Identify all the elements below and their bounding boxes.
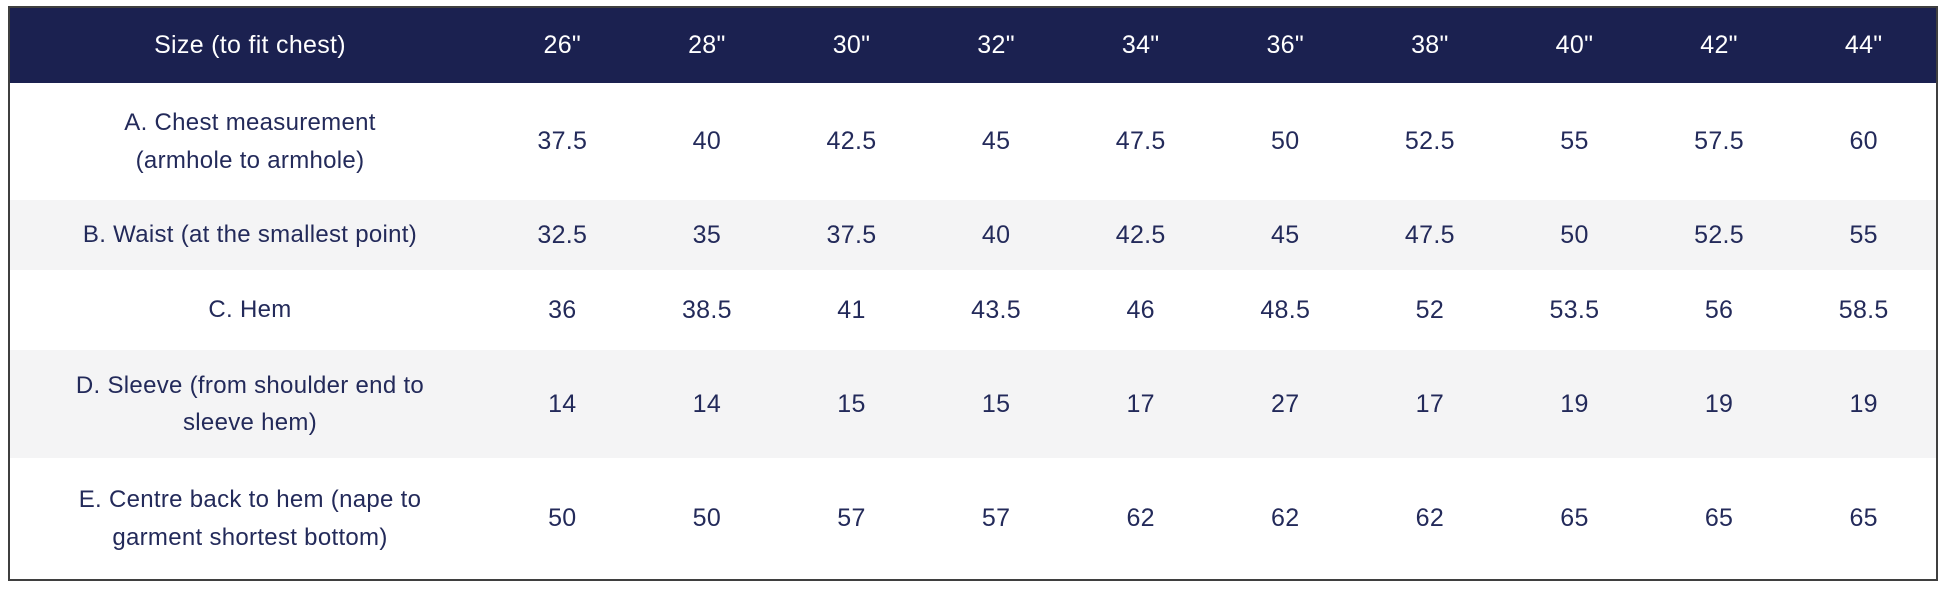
measurement-cell: 35 (692, 220, 722, 249)
measurement-cell: 57 (837, 504, 866, 532)
measurement-cell: 52.5 (1404, 127, 1455, 155)
measurement-cell: 43.5 (971, 295, 1021, 324)
measurement-cell: 50 (692, 504, 722, 532)
measurement-cell: 40 (692, 127, 722, 155)
measurement-cell: 50 (1560, 220, 1589, 249)
measurement-cell: 45 (981, 127, 1011, 155)
measurement-cell: 37.5 (537, 127, 588, 155)
measurement-cell: 41 (837, 295, 866, 324)
measurement-cell: 19 (1849, 389, 1878, 418)
measurement-cell: 62 (1415, 504, 1445, 532)
header-size-30: 30" (832, 31, 871, 59)
measurement-cell: 37.5 (826, 220, 877, 249)
measurement-cell: 55 (1560, 127, 1589, 155)
measurement-cell: 40 (981, 220, 1011, 249)
header-size-42: 42" (1700, 31, 1738, 59)
measurement-cell: 53.5 (1549, 295, 1600, 324)
measurement-cell: 57.5 (1694, 127, 1744, 155)
measurement-cell: 65 (1849, 504, 1878, 532)
table-row: A. Chest measurement (armhole to armhole… (10, 83, 1936, 200)
measurement-cell: 32.5 (537, 220, 588, 249)
measurement-cell: 46 (1126, 295, 1155, 324)
table-row: C. Hem 36 38.5 41 43.5 46 48.5 52 53.5 56 58.5 (10, 270, 1936, 350)
measurement-cell: 27 (1271, 389, 1300, 418)
header-size-36: 36" (1266, 31, 1305, 59)
table-row: B. Waist (at the smallest point) 32.5 35 37… (10, 200, 1936, 270)
measurement-cell: 65 (1704, 504, 1734, 532)
header-size-label: Size (to fit chest) (154, 31, 346, 59)
measurement-cell: 62 (1271, 504, 1300, 532)
measurement-cell: 56 (1704, 295, 1734, 324)
size-chart-table: Size (to fit chest) 26" 28" 30" 32" 34" 36" 38… (10, 8, 1936, 579)
measurement-cell: 15 (837, 389, 866, 418)
row-label: C. Hem (208, 296, 292, 324)
measurement-cell: 47.5 (1115, 127, 1166, 155)
header-size-26: 26" (543, 31, 582, 59)
header-size-44: 44" (1844, 31, 1883, 59)
measurement-cell: 48.5 (1260, 295, 1311, 324)
measurement-cell: 55 (1849, 220, 1878, 249)
measurement-cell: 52 (1415, 295, 1445, 324)
row-label: E. Centre back to hem (nape to garment s… (78, 486, 422, 551)
measurement-cell: 14 (692, 389, 722, 418)
measurement-cell: 52.5 (1694, 220, 1744, 249)
measurement-cell: 65 (1560, 504, 1589, 532)
row-label: B. Waist (at the smallest point) (82, 221, 418, 249)
measurement-cell: 17 (1126, 389, 1155, 418)
measurement-cell: 50 (548, 504, 577, 532)
measurement-cell: 62 (1126, 504, 1155, 532)
row-label: A. Chest measurement (armhole to armhole… (124, 109, 376, 174)
measurement-cell: 42.5 (1115, 220, 1166, 249)
measurement-cell: 19 (1704, 389, 1734, 418)
header-size-34: 34" (1121, 31, 1160, 59)
measurement-cell: 58.5 (1838, 295, 1889, 324)
measurement-cell: 50 (1271, 127, 1300, 155)
measurement-cell: 60 (1849, 127, 1878, 155)
table-row: E. Centre back to hem (nape to garment s… (10, 458, 1936, 579)
measurement-cell: 47.5 (1404, 220, 1455, 249)
header-size-40: 40" (1555, 31, 1594, 59)
measurement-cell: 45 (1271, 220, 1300, 249)
measurement-cell: 36 (548, 295, 577, 324)
size-chart-frame: Size (to fit chest) 26" 28" 30" 32" 34" 36" 38… (8, 6, 1938, 581)
header-size-28: 28" (688, 31, 726, 59)
measurement-cell: 57 (981, 504, 1011, 532)
row-label: D. Sleeve (from shoulder end to sleeve h… (75, 371, 425, 436)
header-size-38: 38" (1411, 31, 1449, 59)
measurement-cell: 42.5 (826, 127, 877, 155)
measurement-cell: 17 (1415, 389, 1445, 418)
measurement-cell: 15 (981, 389, 1011, 418)
header-size-32: 32" (977, 31, 1015, 59)
header-row: Size (to fit chest) 26" 28" 30" 32" 34" 36" 38… (10, 8, 1936, 83)
measurement-cell: 38.5 (681, 295, 732, 324)
measurement-cell: 14 (548, 389, 577, 418)
measurement-cell: 19 (1560, 389, 1589, 418)
table-row: D. Sleeve (from shoulder end to sleeve h… (10, 350, 1936, 458)
